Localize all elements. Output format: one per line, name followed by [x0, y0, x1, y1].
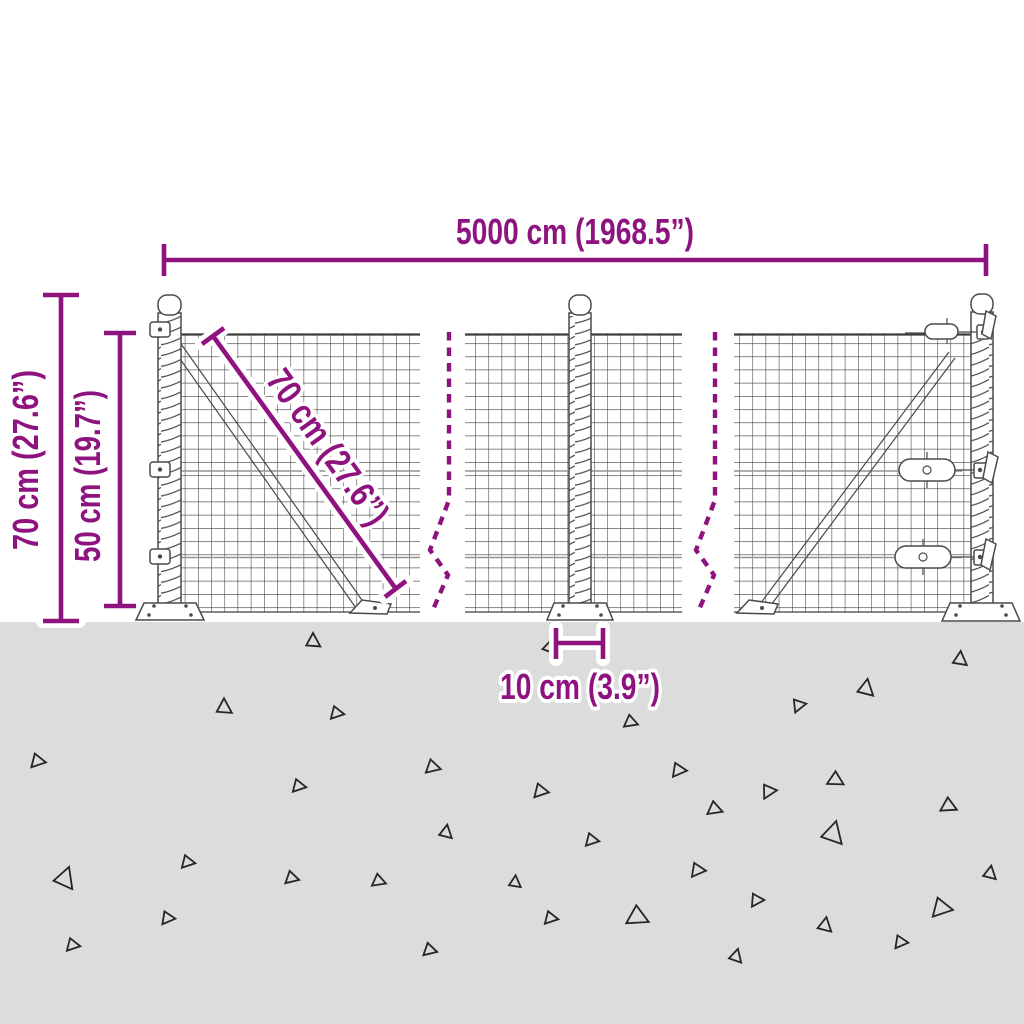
ground-triangle — [370, 872, 388, 887]
ground-triangle — [422, 941, 440, 957]
ground-triangle — [792, 698, 809, 715]
ground-triangle — [622, 713, 640, 728]
ground-triangle — [161, 909, 178, 926]
ground-triangle — [584, 831, 602, 848]
ground-triangle — [894, 933, 911, 950]
ground-triangle — [819, 819, 843, 846]
ground-triangle — [284, 869, 302, 885]
dimension-total-width: 5000 cm (1968.5”) — [161, 207, 989, 276]
dimension-base-plate-width-label: 10 cm (3.9”) — [500, 666, 660, 707]
ground-triangles — [30, 631, 998, 964]
fence-illustration — [134, 293, 1022, 622]
ground-triangle — [507, 873, 523, 889]
ground-triangle — [763, 783, 779, 801]
turnbuckle-top — [905, 309, 997, 344]
brace-foot — [735, 599, 780, 615]
ground-triangle — [65, 936, 83, 953]
tension-lever — [982, 450, 999, 485]
dimension-total-width-label: 5000 cm (1968.5”) — [456, 211, 694, 252]
ground-triangle — [727, 946, 743, 964]
dimension-mesh-height-label: 50 cm (19.7”) — [67, 390, 108, 562]
ground — [0, 622, 1024, 1024]
ground-triangle — [825, 769, 846, 786]
ground-triangle — [690, 861, 708, 879]
ground-triangle — [816, 915, 833, 933]
panel-break-line-right — [693, 332, 718, 613]
tension-lever — [980, 537, 997, 572]
ground-triangle — [304, 631, 322, 648]
turnbuckle-bottom — [894, 537, 997, 575]
post-base-plate-middle — [545, 602, 615, 621]
ground-triangle — [329, 704, 347, 721]
dimension-mesh-height: 50 cm (19.7”) — [63, 330, 136, 609]
ground-triangle — [981, 863, 998, 881]
diagonal-brace-right — [735, 351, 956, 615]
dimension-post-height: 70 cm (27.6”) — [1, 292, 86, 628]
ground-triangle — [543, 909, 561, 926]
ground-triangle — [855, 676, 875, 697]
post-clamps — [149, 321, 171, 565]
ground-triangle — [671, 761, 689, 779]
ground-triangle — [437, 822, 454, 840]
tension-lever — [981, 309, 997, 341]
ground-triangle — [215, 696, 234, 714]
ground-triangle — [705, 799, 725, 816]
ground-triangle — [533, 782, 551, 799]
diagonal-brace-left — [172, 340, 393, 615]
ground-triangle — [51, 865, 74, 891]
fence-post-left — [157, 294, 182, 607]
post-base-plate-left — [134, 602, 206, 621]
ground-triangle — [30, 752, 48, 769]
panel-break-line-left — [427, 332, 452, 613]
brace-foot — [348, 599, 393, 615]
turnbuckle-middle — [898, 450, 999, 488]
dimension-base-plate-width: 10 cm (3.9”) — [496, 621, 664, 711]
fence-post-middle — [568, 294, 592, 607]
ground-triangle — [424, 757, 443, 774]
ground-triangle — [180, 853, 198, 870]
ground-triangle — [951, 649, 969, 667]
dimension-post-height-label: 70 cm (27.6”) — [5, 370, 46, 550]
ground-triangle — [624, 903, 651, 925]
ground-triangle — [750, 892, 767, 909]
ground-triangle — [931, 896, 955, 918]
ground-triangle — [291, 777, 309, 794]
post-base-plate-right — [940, 602, 1022, 622]
ground-triangle — [938, 795, 959, 812]
